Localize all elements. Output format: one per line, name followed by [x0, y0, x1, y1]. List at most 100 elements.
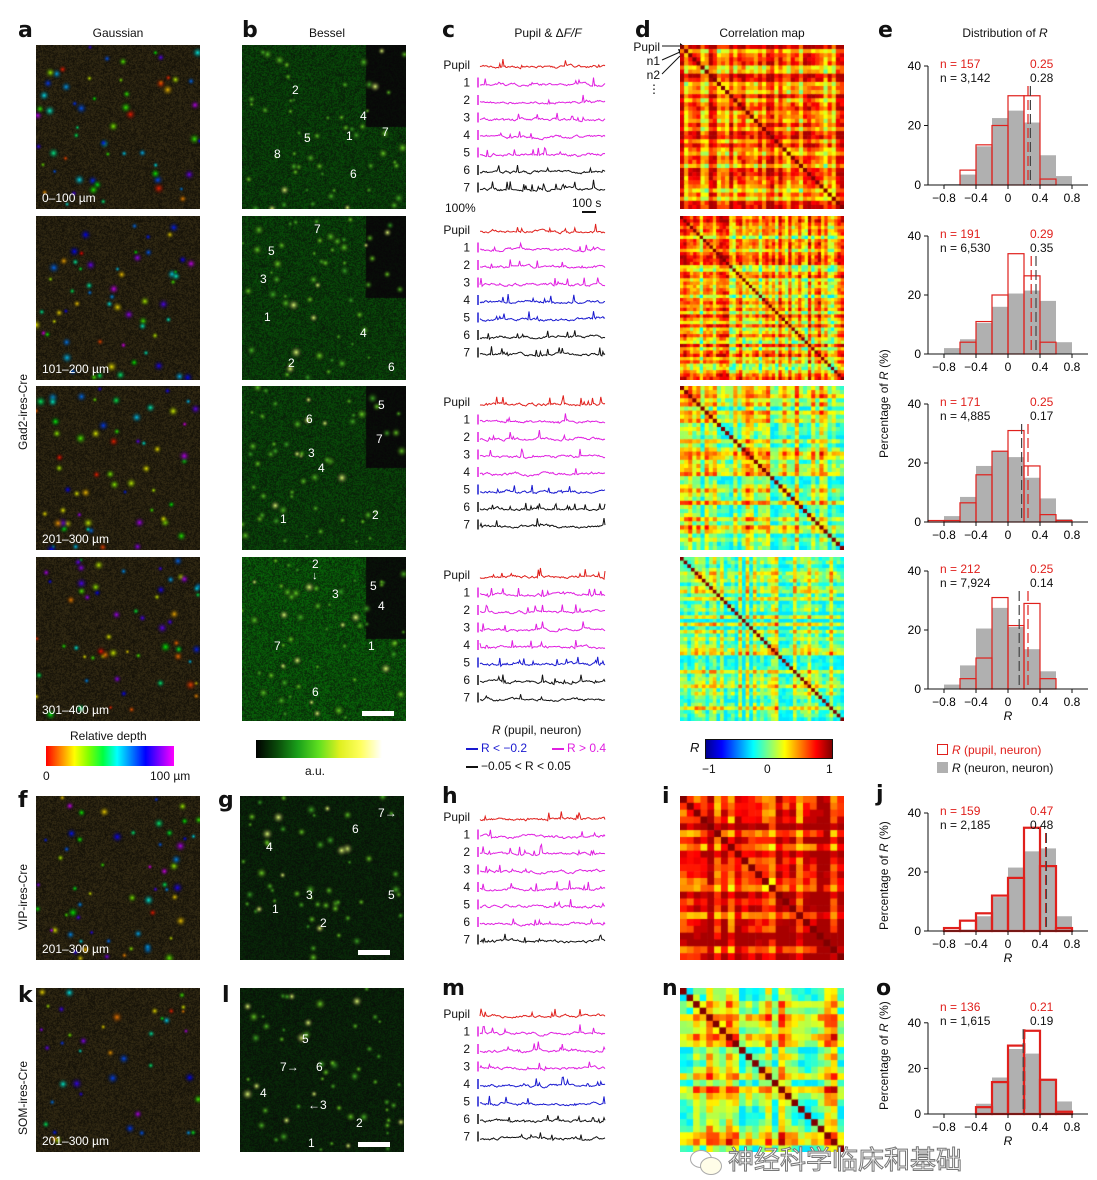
c4-trace-label: 7 [463, 691, 470, 705]
median-pupil-annotation: 0.29 [1030, 227, 1054, 241]
bar-neuron-neuron [1040, 671, 1056, 689]
c1-trace-label: 3 [463, 111, 470, 125]
panel-c-title-italic: F/F [563, 26, 582, 40]
x-tick-label: 0 [1005, 360, 1012, 374]
x-tick-label: 0.4 [1032, 695, 1049, 709]
m-trace-label: 6 [463, 1112, 470, 1126]
bar-neuron-neuron [992, 306, 1008, 354]
trace-panels: Pupil 1 2 3 4 5 6 7 Pupil 1 2 3 4 5 6 7 Pupil 1 2 3 4 5 6 7 Pupi… [443, 58, 606, 1144]
c3-trace-pupil [479, 395, 606, 407]
m-trace-5 [479, 1095, 606, 1107]
depth-colorbar-min: 0 [43, 769, 50, 783]
bar-neuron-neuron [1040, 300, 1056, 354]
cell-number: 1 [368, 639, 375, 653]
x-tick-label: 0.8 [1064, 695, 1081, 709]
legend-swatch-outline [937, 744, 948, 755]
c1-trace-label: Pupil [443, 58, 470, 72]
m-trace-4 [479, 1076, 606, 1089]
cell-number: 5 [268, 244, 275, 258]
gaussian-image-2: 101–200 µm [36, 216, 200, 380]
panel-e-title-italic: R [1039, 26, 1048, 40]
c2-trace-label: 1 [463, 241, 470, 255]
c3-trace-label: 1 [463, 413, 470, 427]
c2-trace-label: 5 [463, 311, 470, 325]
c3-trace-2 [479, 430, 606, 443]
n-neuron-annotation: n = 4,885 [940, 409, 991, 423]
bar-neuron-neuron [976, 916, 992, 931]
x-tick-label: 0 [1005, 937, 1012, 951]
cell-number-label: 7 [280, 1060, 287, 1074]
bar-neuron-neuron [1008, 1049, 1024, 1114]
bar-neuron-neuron [944, 516, 960, 522]
bar-neuron-neuron [1008, 110, 1024, 185]
bessel-image-1: 2 5 8 4 1 7 6 [242, 45, 406, 209]
panel-c-title: Pupil & ΔF/F [478, 26, 618, 40]
scale-y-label: 100% [445, 201, 476, 215]
y-tick-label: 40 [908, 564, 922, 578]
c3-trace-label: 4 [463, 465, 470, 479]
y-tick-label: 20 [908, 1061, 922, 1075]
cell-number: 5 [304, 131, 311, 145]
x-tick-label: 0.8 [1064, 191, 1081, 205]
x-axis-label: R [1004, 709, 1013, 723]
c4-trace-label: 4 [463, 638, 470, 652]
trace-legend-neg: R < −0.2 [466, 741, 527, 755]
n-pupil-annotation: n = 191 [940, 227, 981, 241]
cell-number: 4 [378, 599, 385, 613]
cell-number: 6 [352, 822, 359, 836]
panel-e-title-prefix: Distribution of [962, 26, 1040, 40]
cell-number: 4 [318, 461, 325, 475]
bar-neuron-neuron [976, 146, 992, 185]
cell-number: 7 [274, 639, 281, 653]
bar-neuron-neuron [1040, 1078, 1056, 1114]
corr-colorbar-max: 1 [826, 762, 833, 776]
bar-neuron-neuron [944, 684, 960, 689]
c4-trace-4 [479, 640, 606, 650]
watermark-text: 神经科学临床和基础 [727, 1146, 963, 1177]
arrow-left-icon: ← [308, 1098, 320, 1112]
panel-a-title: Gaussian [92, 26, 144, 40]
bar-neuron-neuron [1008, 627, 1024, 689]
y-tick-label: 20 [908, 623, 922, 637]
h-trace-label: Pupil [443, 810, 470, 824]
c4-trace-3 [479, 621, 606, 633]
x-tick-label: 0.4 [1032, 360, 1049, 374]
h-trace-label: 1 [463, 828, 470, 842]
depth-colorbar-title: Relative depth [70, 729, 147, 743]
trace-legend-title: R (pupil, neuron) [492, 723, 581, 737]
depth-label: 201–300 µm [42, 1134, 109, 1148]
c4-trace-label: Pupil [443, 568, 470, 582]
bar-neuron-neuron [976, 323, 992, 354]
c2-trace-3 [479, 277, 606, 288]
m-trace-label: 7 [463, 1130, 470, 1144]
x-tick-label: −0.4 [964, 360, 988, 374]
c3-trace-6 [479, 502, 606, 512]
h-trace-label: 3 [463, 863, 470, 877]
c1-trace-4 [479, 131, 606, 141]
c2-trace-1 [479, 241, 606, 253]
h-trace-6 [479, 917, 606, 927]
legend-text: R > 0.4 [567, 741, 607, 755]
bar-neuron-neuron [1040, 155, 1056, 185]
cell-number: 4 [360, 326, 367, 340]
row-label-ellipsis: ⋮ [648, 82, 660, 96]
c1-trace-label: 4 [463, 128, 470, 142]
h-trace-4 [480, 880, 606, 892]
panel-label-h: h [442, 784, 458, 809]
c1-trace-5 [479, 146, 606, 158]
hist-ylabel-j: Percentage of R (%) [877, 821, 891, 930]
correlation-map-3 [680, 386, 844, 550]
cell-number: 5 [378, 398, 385, 412]
c3-trace-label: 5 [463, 483, 470, 497]
x-tick-label: −0.4 [964, 528, 988, 542]
trace-legend-zero: −0.05 < R < 0.05 [466, 759, 571, 773]
n-neuron-annotation: n = 3,142 [940, 71, 991, 85]
panel-label-i: i [662, 784, 670, 809]
x-tick-label: −0.8 [932, 528, 956, 542]
m-trace-2 [479, 1041, 606, 1054]
y-tick-label: 20 [908, 119, 922, 133]
x-tick-label: −0.8 [932, 191, 956, 205]
